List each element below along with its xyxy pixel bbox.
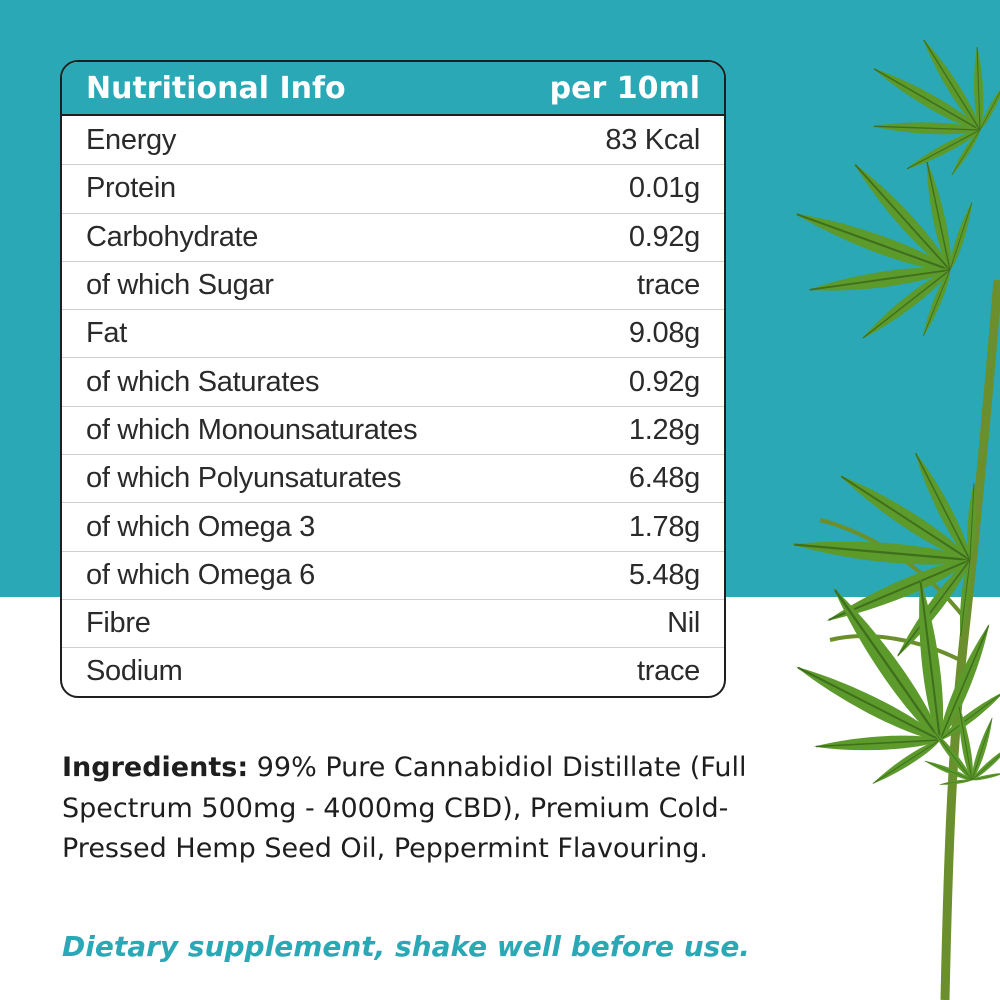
table-row: of which Omega 3 1.78g [62,502,724,550]
table-row: Sodium trace [62,647,724,695]
row-label: Fat [86,317,127,350]
ingredients-list: 99% Pure Cannabidiol Distillate (Full Sp… [62,752,747,864]
table-header: Nutritional Info per 10ml [62,62,724,116]
row-label: of which Monounsaturates [86,413,418,446]
row-label: Fibre [86,607,151,640]
row-value: 9.08g [628,317,700,350]
table-body: Energy 83 Kcal Protein 0.01g Carbohydrate 0… [62,116,724,696]
ingredients-heading: Ingredients: [62,752,249,783]
row-value: 0.92g [628,365,700,398]
nutrition-table: Nutritional Info per 10ml Energy 83 Kcal … [60,60,726,698]
hemp-leaf-icon [720,40,1000,1000]
row-label: of which Omega 3 [86,510,315,543]
row-value: trace [637,269,700,302]
row-label: Protein [86,172,176,205]
row-label: of which Polyunsaturates [86,462,402,495]
row-label: Energy [86,123,177,156]
table-row: of which Polyunsaturates 6.48g [62,454,724,502]
table-title: Nutritional Info [86,70,346,106]
row-value: 5.48g [628,558,700,591]
table-per-serving: per 10ml [549,70,700,106]
row-value: 1.78g [628,510,700,543]
table-row: of which Sugar trace [62,260,724,309]
table-row: Fat 9.08g [62,309,724,357]
row-label: Carbohydrate [86,220,259,253]
row-value: 1.28g [628,413,700,446]
row-value: 0.01g [628,172,700,205]
table-row: Fibre Nil [62,598,724,647]
row-value: 6.48g [628,462,700,495]
table-row: of which Saturates 0.92g [62,357,724,405]
table-row: of which Monounsaturates 1.28g [62,405,724,454]
row-label: Sodium [86,655,183,688]
row-value: Nil [667,607,700,640]
row-value: 0.92g [628,220,700,253]
table-row: of which Omega 6 5.48g [62,550,724,599]
row-label: of which Omega 6 [86,558,315,591]
ingredients-text: Ingredients: 99% Pure Cannabidiol Distil… [62,748,762,870]
table-row: Protein 0.01g [62,164,724,212]
row-value: 83 Kcal [605,123,700,156]
usage-note: Dietary supplement, shake well before us… [62,930,750,963]
table-row: Energy 83 Kcal [62,116,724,164]
table-row: Carbohydrate 0.92g [62,212,724,261]
row-label: of which Saturates [86,365,320,398]
row-label: of which Sugar [86,269,274,302]
row-value: trace [637,655,700,688]
